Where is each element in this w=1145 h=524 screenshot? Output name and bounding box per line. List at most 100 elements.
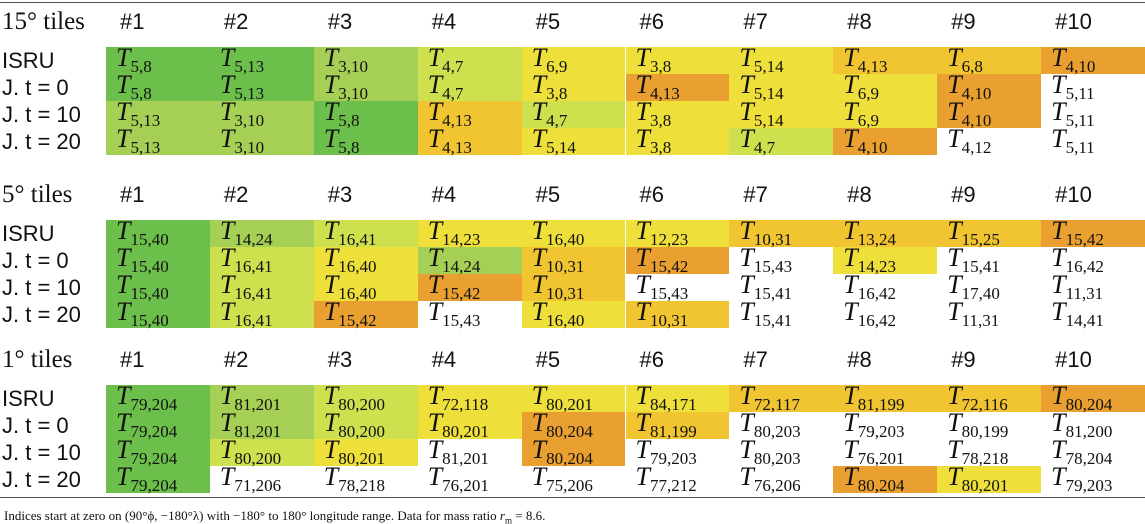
cell: T15,43 (626, 271, 730, 303)
cell: T80,200 (313, 409, 418, 441)
cell-text: T6,9 (843, 98, 879, 134)
cell-text: T15,41 (947, 244, 1000, 280)
cell-text: T4,10 (947, 98, 991, 134)
cell: T76,201 (418, 463, 522, 495)
cell-symbol: T (1051, 70, 1066, 99)
cell-index: 79,204 (130, 476, 178, 495)
cell-symbol: T (947, 270, 962, 299)
cell-symbol: T (739, 43, 754, 72)
cell: T80,204 (833, 463, 938, 495)
cell-symbol: T (531, 97, 547, 126)
cell-text: T76,201 (843, 436, 904, 472)
cell: T4,10 (937, 98, 1042, 130)
cell: T16,42 (833, 298, 937, 330)
cell: T80,201 (417, 409, 522, 441)
cell: T3,10 (313, 71, 418, 103)
cell-symbol: T (323, 297, 339, 326)
cell-text: T15,42 (324, 298, 377, 334)
cell: T81,201 (209, 382, 314, 414)
cell-index: 14,41 (1065, 311, 1104, 330)
cell-text: T80,200 (220, 436, 281, 472)
column-header: #7 (743, 9, 768, 34)
cell-index: 80,201 (546, 395, 593, 414)
cell-text: T17,40 (947, 271, 1000, 307)
cell: T4,7 (729, 125, 834, 157)
cell-text: T5,13 (116, 98, 160, 134)
cell-index: 14,23 (442, 230, 481, 249)
cell-index: 80,203 (753, 449, 801, 468)
cell-index: 14,24 (442, 257, 481, 276)
cell-symbol: T (427, 70, 443, 99)
cell-symbol: T (739, 462, 754, 491)
cell-index: 15,43 (649, 284, 689, 303)
cell-symbol: T (843, 97, 858, 126)
cell-index: 5,8 (130, 84, 152, 103)
cell-symbol: T (947, 216, 962, 245)
cell-text: T3,8 (636, 125, 672, 161)
column-header: #9 (951, 347, 976, 372)
row-label: J. t = 0 (2, 248, 69, 273)
cell: T4,7 (521, 98, 626, 130)
cell-symbol: T (635, 435, 650, 464)
cell-symbol: T (739, 124, 754, 153)
column-header: #10 (1055, 9, 1092, 34)
cell-index: 80,204 (546, 422, 593, 441)
cell-index: 80,200 (338, 395, 386, 414)
cell-symbol: T (947, 435, 962, 464)
cell-text: T80,204 (1051, 382, 1112, 418)
cell-text: T15,42 (428, 271, 481, 307)
cell: T78,218 (937, 436, 1041, 468)
cell-text: T4,7 (428, 44, 464, 80)
cell: T5,13 (106, 98, 210, 130)
cell-text: T76,201 (428, 463, 489, 499)
cell: T4,13 (625, 71, 730, 103)
cell-text: T71,206 (220, 463, 281, 499)
cell-symbol: T (219, 408, 235, 437)
cell-index: 15,40 (130, 284, 169, 303)
cell-index: 15,40 (130, 311, 169, 330)
cell: T6,9 (833, 71, 938, 103)
column-header: #4 (431, 9, 457, 34)
cell-index: 16,41 (234, 284, 273, 303)
cell: T10,31 (521, 244, 626, 276)
cell-symbol: T (635, 270, 650, 299)
cell-index: 10,31 (649, 311, 689, 330)
cell-symbol: T (116, 462, 131, 491)
cell-text: T80,204 (532, 409, 593, 445)
cell: T10,31 (625, 298, 730, 330)
cell-symbol: T (843, 462, 858, 491)
cell: T80,199 (937, 409, 1041, 441)
cell: T16,42 (1041, 244, 1145, 276)
cell-symbol: T (323, 243, 339, 272)
cell: T11,31 (937, 298, 1041, 330)
cell: T79,203 (626, 436, 730, 468)
cell-index: 5,14 (753, 57, 784, 76)
cell-text: T10,31 (532, 244, 585, 280)
cell: T3,8 (625, 98, 730, 130)
column-header: #2 (223, 182, 249, 207)
column-header: #1 (120, 9, 145, 34)
cell-symbol: T (947, 297, 962, 326)
column-header: #10 (1055, 182, 1092, 207)
cell: T81,200 (1041, 409, 1145, 441)
cell-text: T3,10 (220, 98, 264, 134)
cell: T16,40 (313, 271, 418, 303)
cell-index: 5,8 (130, 57, 152, 76)
cell-index: 76,201 (442, 476, 489, 495)
cell-symbol: T (427, 381, 443, 410)
cell-symbol: T (1051, 216, 1066, 245)
cell-text: T15,40 (116, 244, 169, 280)
cell-text: T80,201 (947, 463, 1008, 499)
cell-symbol: T (323, 124, 339, 153)
cell-symbol: T (635, 124, 650, 153)
cell-symbol: T (947, 381, 962, 410)
column-header: #8 (847, 182, 872, 207)
cell-symbol: T (635, 297, 650, 326)
cell-symbol: T (323, 381, 339, 410)
cell-text: T10,31 (532, 271, 585, 307)
cell-text: T3,10 (324, 71, 368, 107)
cell-symbol: T (1051, 243, 1066, 272)
cell-text: T79,203 (843, 409, 904, 445)
column-header: #6 (639, 9, 664, 34)
cell-text: T3,8 (532, 71, 568, 107)
